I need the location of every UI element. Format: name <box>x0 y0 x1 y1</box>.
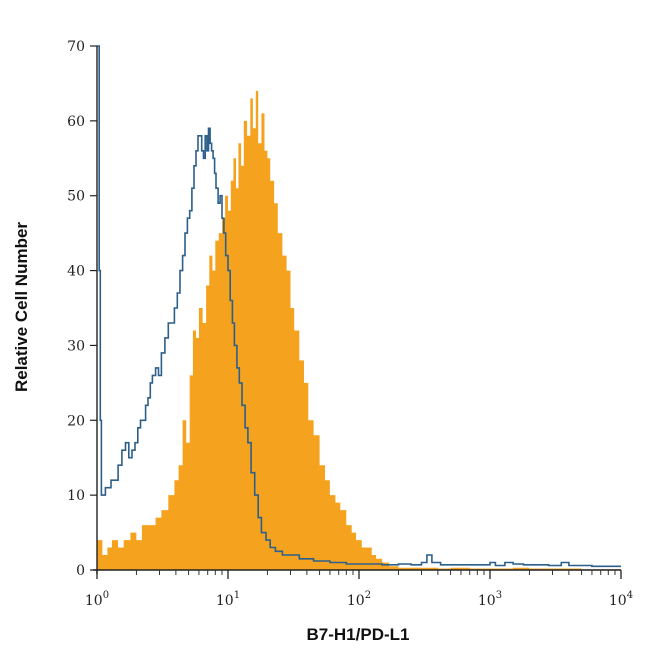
y-tick-label: 60 <box>67 114 85 130</box>
series-outline-histogram <box>97 45 621 568</box>
x-ticks: 100 101 102 103 104 <box>85 570 633 609</box>
y-axis-title: Relative Cell Number <box>12 222 31 392</box>
x-tick-label: 101 <box>216 590 240 609</box>
y-tick-label: 50 <box>67 189 85 205</box>
plot-area <box>97 45 621 571</box>
y-tick-label: 40 <box>67 264 85 280</box>
y-tick-label: 0 <box>76 563 85 579</box>
y-tick-label: 30 <box>67 338 85 354</box>
x-tick-label: 102 <box>347 590 371 609</box>
x-tick-label: 104 <box>609 590 633 609</box>
x-tick-label: 100 <box>85 590 109 609</box>
y-tick-label: 10 <box>67 488 85 504</box>
x-axis-title: B7-H1/PD-L1 <box>307 625 410 644</box>
y-ticks: 0 10 20 30 40 50 60 70 <box>67 39 97 579</box>
y-tick-label: 20 <box>67 413 85 429</box>
y-tick-label: 70 <box>67 39 85 55</box>
axes: 0 10 20 30 40 50 60 70 100 101 102 103 104 <box>67 39 633 609</box>
series-filled-histogram <box>97 90 621 571</box>
x-tick-label: 103 <box>478 590 502 609</box>
